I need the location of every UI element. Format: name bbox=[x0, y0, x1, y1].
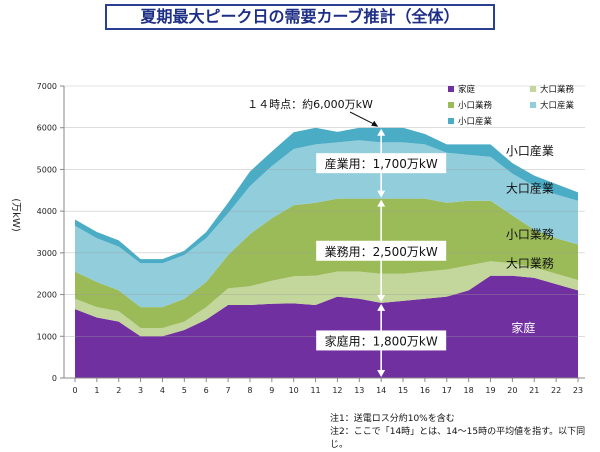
bracket-label-box bbox=[316, 240, 447, 261]
x-tick-label: 8 bbox=[247, 386, 252, 395]
area-series-2 bbox=[75, 261, 578, 337]
area-series-5 bbox=[75, 127, 578, 264]
x-tick-label: 16 bbox=[420, 386, 430, 395]
area-label: 小口業務 bbox=[506, 227, 554, 241]
y-tick-label: 3000 bbox=[37, 249, 57, 258]
bracket-arrow-head-top bbox=[377, 199, 386, 207]
x-tick-label: 15 bbox=[398, 386, 408, 395]
x-tick-label: 0 bbox=[72, 386, 77, 395]
x-tick-label: 19 bbox=[485, 386, 495, 395]
x-tick-label: 13 bbox=[354, 386, 364, 395]
peak-annotation: １４時点：約6,000万kW bbox=[247, 97, 373, 111]
x-tick-label: 21 bbox=[529, 386, 539, 395]
x-tick-label: 17 bbox=[442, 386, 452, 395]
bracket-arrow-head-bottom bbox=[377, 370, 386, 377]
y-tick-label: 0 bbox=[52, 374, 57, 383]
x-tick-label: 2 bbox=[116, 386, 121, 395]
x-tick-label: 22 bbox=[551, 386, 561, 395]
bracket-arrow-head-top bbox=[377, 128, 386, 136]
legend-swatch bbox=[448, 86, 454, 92]
x-tick-label: 3 bbox=[138, 386, 143, 395]
x-tick-label: 10 bbox=[289, 386, 299, 395]
legend-swatch bbox=[530, 102, 536, 108]
bracket-arrow-head-bottom bbox=[377, 190, 386, 198]
y-tick-label: 2000 bbox=[37, 291, 57, 300]
area-label: 大口産業 bbox=[506, 180, 554, 195]
x-tick-label: 18 bbox=[464, 386, 474, 395]
legend-label: 大口産業 bbox=[540, 100, 575, 111]
x-tick-label: 1 bbox=[94, 386, 99, 395]
area-label: 大口業務 bbox=[506, 256, 554, 270]
legend-label: 小口業務 bbox=[458, 100, 493, 111]
legend-swatch bbox=[530, 86, 536, 92]
x-tick-label: 12 bbox=[332, 386, 342, 395]
bracket-label: 家庭用：1,800万kW bbox=[325, 333, 438, 348]
x-tick-label: 23 bbox=[573, 386, 583, 395]
x-tick-label: 6 bbox=[204, 386, 209, 395]
area-series-3 bbox=[75, 198, 578, 328]
x-tick-label: 14 bbox=[376, 386, 386, 395]
y-tick-label: 6000 bbox=[37, 124, 57, 133]
x-tick-label: 5 bbox=[182, 386, 187, 395]
y-tick-label: 4000 bbox=[37, 207, 57, 216]
x-tick-label: 9 bbox=[269, 386, 274, 395]
footnotes: 注1：送電ロス分約10%を含む 注2：ここで「14時」とは、14～15時の平均値… bbox=[330, 413, 600, 452]
legend-label: 大口業務 bbox=[540, 84, 575, 95]
x-tick-label: 11 bbox=[310, 386, 320, 395]
legend-swatch bbox=[448, 118, 454, 124]
bracket-label-box bbox=[316, 153, 447, 174]
area-label: 家庭 bbox=[511, 320, 535, 335]
x-tick-label: 4 bbox=[160, 386, 165, 395]
area-label: 小口産業 bbox=[506, 143, 554, 158]
y-tick-label: 1000 bbox=[37, 332, 57, 341]
y-tick-label: 5000 bbox=[37, 165, 57, 174]
footnote-2: 注2：ここで「14時」とは、14～15時の平均値を指す。以下同じ。 bbox=[330, 427, 586, 450]
legend-swatch bbox=[448, 102, 454, 108]
x-tick-label: 20 bbox=[507, 386, 517, 395]
bracket-label: 産業用：1,700万kW bbox=[325, 156, 438, 171]
legend-label: 小口産業 bbox=[458, 116, 493, 127]
page-title: 夏期最大ピーク日の需要カーブ推計（全体） bbox=[105, 4, 495, 30]
area-series-4 bbox=[75, 140, 578, 308]
bracket-arrow-head-top bbox=[377, 303, 386, 311]
bracket-label-box bbox=[316, 330, 447, 351]
peak-leader-arrowhead bbox=[371, 120, 379, 127]
area-series-1 bbox=[75, 275, 578, 378]
y-axis-label: (万kW) bbox=[10, 198, 21, 232]
footnote-1: 注1：送電ロス分約10%を含む bbox=[330, 414, 455, 424]
bracket-label: 業務用：2,500万kW bbox=[325, 245, 438, 259]
y-tick-label: 7000 bbox=[37, 82, 57, 91]
legend-label: 家庭 bbox=[458, 84, 476, 95]
bracket-arrow-head-bottom bbox=[377, 294, 386, 302]
x-tick-label: 7 bbox=[226, 386, 231, 395]
